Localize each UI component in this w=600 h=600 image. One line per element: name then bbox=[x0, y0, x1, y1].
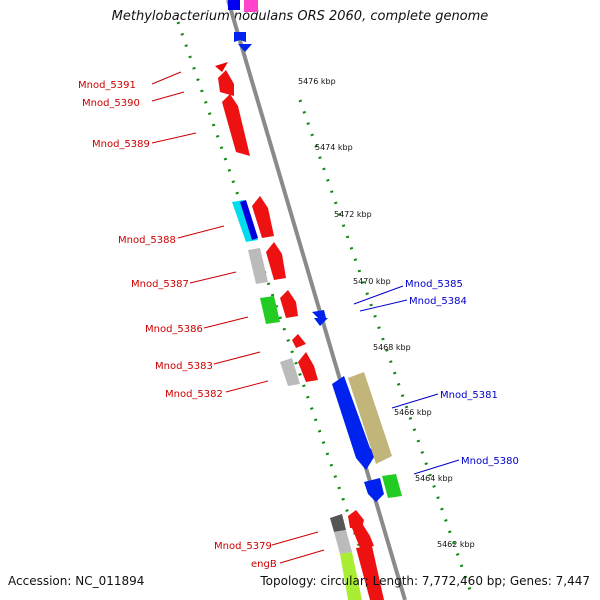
gene-label[interactable]: Mnod_5388 bbox=[118, 235, 176, 246]
gene-mnod-5382-red bbox=[298, 352, 318, 382]
reverse-gene-labels: Mnod_5385 Mnod_5384 Mnod_5381 Mnod_5380 bbox=[405, 279, 519, 467]
gene-block-top-pink bbox=[244, 0, 258, 12]
scale-label: 5464 kbp bbox=[415, 474, 453, 483]
gene-mnod-5386-green bbox=[260, 296, 280, 324]
forward-gene-labels: Mnod_5391 Mnod_5390 Mnod_5389 Mnod_5388 … bbox=[78, 80, 277, 570]
gene-mnod-5387-red bbox=[266, 242, 286, 280]
gene-block-top-reverse-2 bbox=[238, 44, 252, 52]
reverse-pointer-lines bbox=[353, 285, 460, 475]
gene-mnod-5386-red bbox=[280, 290, 298, 318]
gene-label[interactable]: Mnod_5390 bbox=[82, 98, 140, 109]
genome-summary-text: Topology: circular; Length: 7,772,460 bp… bbox=[260, 574, 590, 588]
gene-label[interactable]: Mnod_5383 bbox=[155, 361, 213, 372]
scale-label: 5466 kbp bbox=[394, 408, 432, 417]
gene-label[interactable]: Mnod_5385 bbox=[405, 279, 463, 290]
backbone bbox=[226, 0, 407, 600]
gene-mnod-5379-dark bbox=[330, 514, 346, 532]
gene-mnod-5381-blue bbox=[332, 376, 376, 470]
gene-mnod-5389-shape bbox=[222, 94, 250, 156]
scale-line-right bbox=[298, 99, 472, 591]
gene-mnod-5380-green bbox=[382, 474, 402, 498]
gene-mnod-5384-shape bbox=[314, 318, 328, 326]
scale-label: 5468 kbp bbox=[373, 343, 411, 352]
scale-label: 5462 kbp bbox=[437, 540, 475, 549]
gene-bottom-red-3 bbox=[356, 546, 384, 600]
gene-label[interactable]: engB bbox=[251, 559, 277, 570]
scale-label: 5476 kbp bbox=[298, 77, 336, 86]
scale-label: 5472 kbp bbox=[334, 210, 372, 219]
gene-mnod-5388-red bbox=[252, 196, 274, 238]
gene-label[interactable]: Mnod_5386 bbox=[145, 324, 203, 335]
gene-label[interactable]: Mnod_5379 bbox=[214, 541, 272, 552]
gene-bottom-red-2 bbox=[352, 520, 374, 548]
forward-pointer-lines bbox=[151, 71, 325, 564]
gene-mnod-5381-khaki bbox=[348, 372, 392, 464]
gene-mnod-5387-grey bbox=[248, 248, 268, 284]
scale-label: 5470 kbp bbox=[353, 277, 391, 286]
scale-label: 5474 kbp bbox=[315, 143, 353, 152]
gene-label[interactable]: Mnod_5391 bbox=[78, 80, 136, 91]
gene-label[interactable]: Mnod_5380 bbox=[461, 456, 519, 467]
gene-label[interactable]: Mnod_5389 bbox=[92, 139, 150, 150]
gene-label[interactable]: Mnod_5387 bbox=[131, 279, 189, 290]
gene-mnod-5380-blue bbox=[364, 478, 384, 502]
gene-mnod-5382-grey bbox=[280, 358, 300, 386]
gene-engb-lime bbox=[340, 552, 362, 600]
gene-block-top-reverse-1 bbox=[234, 32, 246, 42]
gene-block-top-blue bbox=[228, 0, 240, 10]
gene-mnod-5390-shape bbox=[218, 70, 234, 96]
gene-mnod-5391-shape bbox=[215, 62, 228, 72]
scale-line-left bbox=[176, 21, 380, 600]
gene-mnod-5385-shape bbox=[312, 310, 326, 318]
gene-label[interactable]: Mnod_5384 bbox=[409, 296, 467, 307]
gene-label[interactable]: Mnod_5382 bbox=[165, 389, 223, 400]
gene-mnod-5379-grey bbox=[334, 530, 352, 554]
map-title: Methylobacterium nodulans ORS 2060, comp… bbox=[111, 9, 489, 24]
gene-mnod-5388-blue bbox=[240, 200, 258, 240]
accession-text: Accession: NC_011894 bbox=[8, 574, 145, 588]
gene-label[interactable]: Mnod_5381 bbox=[440, 390, 498, 401]
gene-mnod-5383-shape bbox=[292, 334, 306, 348]
